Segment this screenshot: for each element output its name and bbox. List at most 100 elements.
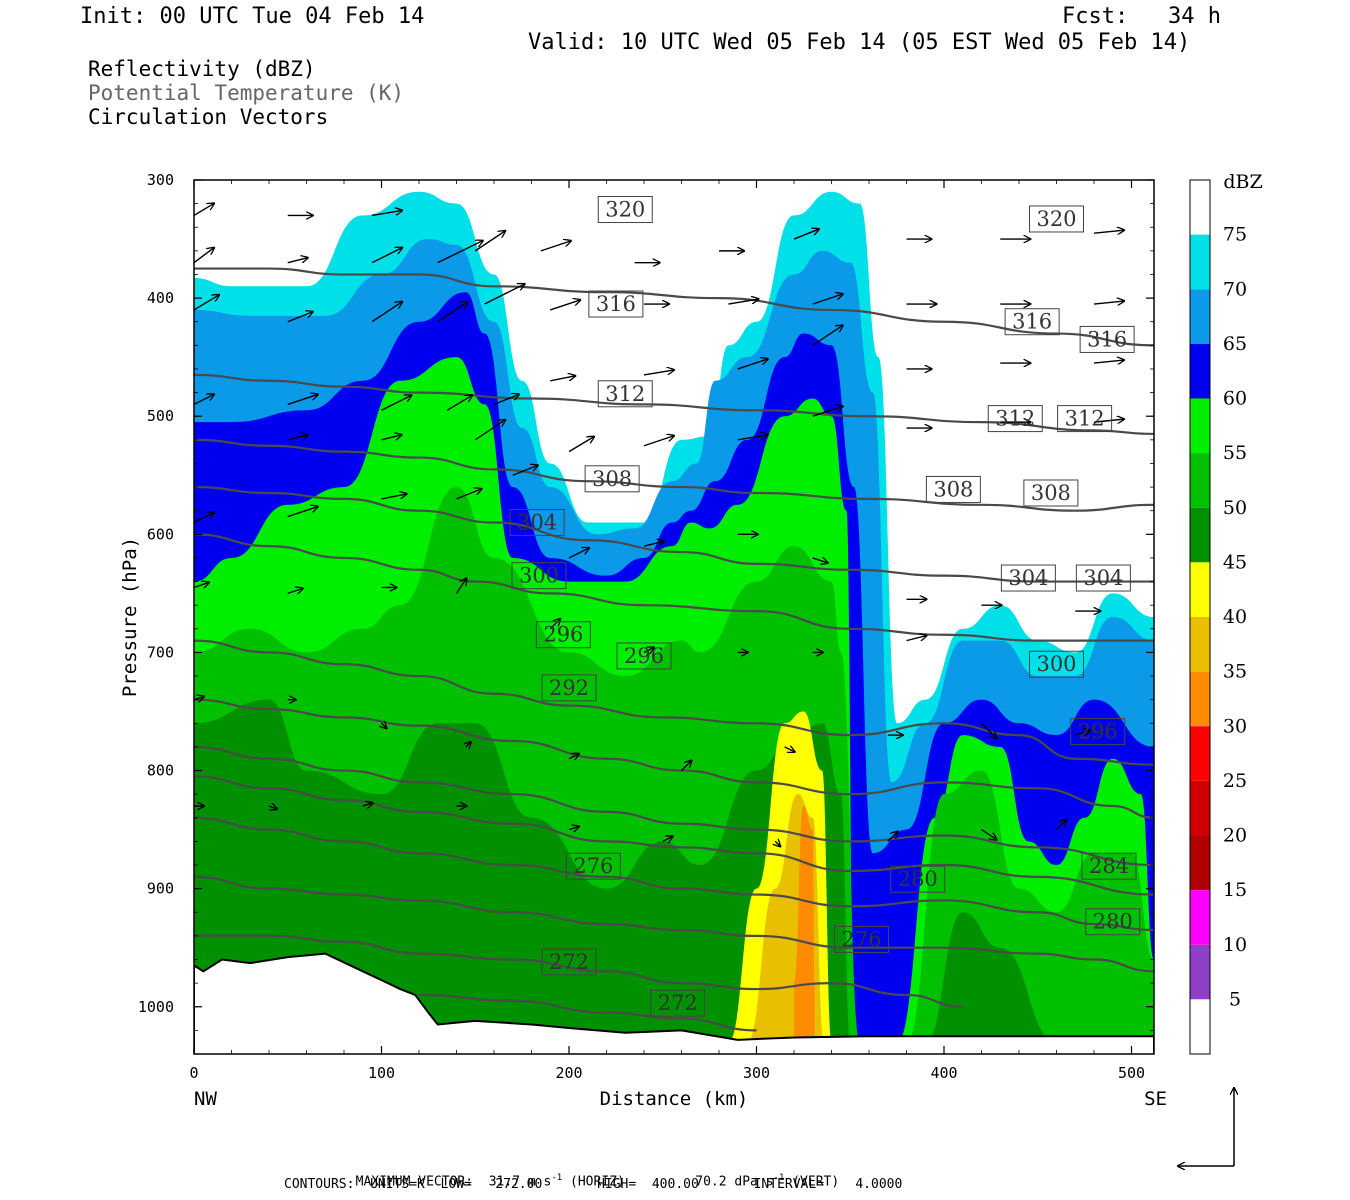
circulation-vector — [775, 841, 780, 846]
circulation-vector — [737, 435, 768, 441]
reflectivity-30-dbz — [194, 699, 1154, 1054]
reflectivity-45-dbz — [794, 805, 815, 1054]
circulation-vector — [887, 831, 898, 842]
svg-text:272: 272 — [549, 950, 589, 974]
theta-label: 284 — [1081, 852, 1137, 880]
circulation-vector — [484, 284, 525, 305]
x-end-right: SE — [1144, 1088, 1167, 1110]
svg-text:296: 296 — [1078, 720, 1118, 744]
circulation-vector — [381, 494, 407, 500]
colorbar-swatch — [1190, 562, 1210, 617]
circulation-vector — [287, 258, 308, 264]
theta-label: 324 — [1001, 102, 1055, 128]
x-axis-label: Distance (km) — [600, 1088, 749, 1110]
circulation-vector — [793, 229, 819, 240]
circulation-vector — [540, 241, 571, 252]
x-tick-label: 300 — [743, 1064, 770, 1082]
y-tick-label: 500 — [147, 407, 174, 425]
theta-label: 280 — [890, 865, 946, 893]
svg-text:308: 308 — [933, 477, 973, 501]
circulation-vector — [784, 747, 795, 752]
theta-label: 320 — [597, 196, 653, 224]
circulation-vector — [812, 325, 843, 346]
circulation-vector — [194, 203, 214, 217]
svg-text:316: 316 — [1087, 327, 1127, 351]
theta-308-contour — [194, 485, 1154, 583]
colorbar-label: 20 — [1223, 825, 1247, 847]
circulation-vector — [812, 406, 843, 417]
colorbar-swatch — [1190, 289, 1210, 344]
svg-text:312: 312 — [995, 407, 1035, 431]
circulation-vector — [906, 636, 927, 642]
theta-324-contour — [194, 50, 1154, 127]
svg-text:300: 300 — [1036, 652, 1076, 676]
theta-312-contour — [194, 438, 1154, 512]
svg-text:284: 284 — [1089, 854, 1129, 878]
theta-label: 296 — [1070, 718, 1126, 746]
theta-label: 276 — [565, 852, 621, 880]
theta-label: 280 — [1085, 908, 1141, 936]
x-end-left: NW — [194, 1088, 217, 1110]
theta-label: 296 — [535, 621, 591, 649]
theta-label: 324 — [598, 61, 652, 87]
circulation-vector — [287, 435, 308, 441]
colorbar-swatch — [1190, 890, 1210, 945]
contours-text: CONTOURS: UNITS=K LOW= 272.00 HIGH= 400.… — [284, 1177, 903, 1192]
legend-theta: Potential Temperature (K) — [88, 81, 405, 105]
svg-text:304: 304 — [1083, 566, 1123, 590]
theta-272-contour — [418, 993, 757, 1032]
colorbar-unit: dBZ — [1223, 171, 1262, 193]
theta-label: 316 — [1004, 308, 1060, 336]
theta-label: 308 — [584, 465, 640, 493]
x-tick-label: 500 — [1118, 1064, 1145, 1082]
circulation-vector — [643, 370, 674, 376]
svg-text:308: 308 — [592, 467, 632, 491]
theta-label: 300 — [511, 562, 567, 590]
circulation-vector — [1093, 230, 1124, 233]
colorbar-label: 50 — [1223, 497, 1247, 519]
theta-276-contour — [194, 934, 963, 1008]
theta-label: 304 — [1000, 564, 1056, 592]
theta-label: 312 — [597, 380, 653, 408]
legend-vectors: Circulation Vectors — [88, 105, 329, 129]
init-time: Init: 00 UTC Tue 04 Feb 14 — [80, 4, 425, 29]
circulation-vector — [1093, 301, 1124, 304]
circulation-vector — [268, 806, 277, 809]
circulation-vector — [437, 302, 468, 323]
circulation-vector — [1093, 419, 1124, 422]
circulation-vector — [287, 394, 318, 406]
circulation-vector — [568, 827, 579, 830]
y-tick-label: 300 — [147, 171, 174, 189]
circulation-vector — [194, 295, 219, 311]
circulation-vector — [456, 489, 482, 500]
circulation-vector — [455, 578, 467, 594]
svg-text:312: 312 — [605, 382, 645, 406]
colorbar-label: 75 — [1223, 224, 1247, 246]
forecast-hour: Fcst: 34 h — [1062, 4, 1221, 29]
y-tick-label: 600 — [147, 525, 174, 543]
circulation-vector — [287, 588, 303, 593]
circulation-vector — [1075, 730, 1090, 735]
svg-text:272: 272 — [658, 991, 698, 1015]
svg-text:316: 316 — [1012, 310, 1052, 334]
circulation-vector — [568, 437, 594, 453]
circulation-vector — [371, 302, 402, 323]
circulation-vector — [662, 836, 673, 841]
colorbar-label: 40 — [1223, 606, 1247, 628]
vert-sup: -1 — [773, 1173, 785, 1183]
colorbar-swatch — [1190, 507, 1210, 563]
circulation-vector — [381, 395, 412, 411]
colorbar-label: 60 — [1223, 388, 1247, 410]
colorbar-swatch — [1190, 835, 1210, 891]
circulation-vector — [643, 436, 674, 447]
circulation-vector — [512, 465, 538, 476]
circulation-vector — [643, 541, 664, 547]
colorbar-label: 5 — [1229, 988, 1241, 1010]
y-axis-label: Pressure (hPa) — [119, 537, 141, 697]
colorbar-swatch — [1190, 617, 1210, 672]
colorbar-label: 35 — [1223, 661, 1247, 683]
theta-label: 272 — [650, 989, 706, 1017]
x-tick-label: 100 — [368, 1064, 395, 1082]
circulation-vector — [362, 803, 373, 806]
